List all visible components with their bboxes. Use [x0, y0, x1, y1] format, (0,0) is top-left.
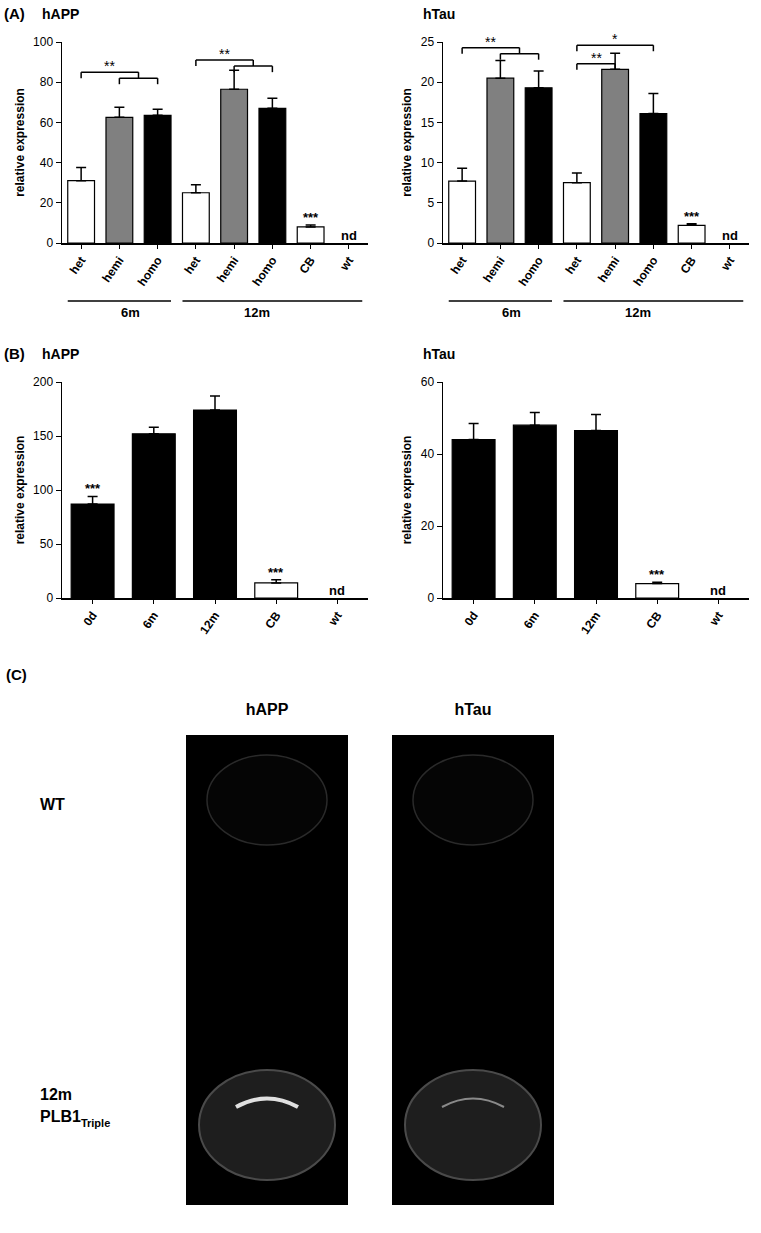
- svg-text:hAPP: hAPP: [42, 6, 79, 22]
- svg-text:100: 100: [33, 483, 53, 497]
- svg-text:20: 20: [421, 519, 435, 533]
- svg-text:0d: 0d: [80, 609, 100, 629]
- svg-text:12m: 12m: [40, 1086, 72, 1103]
- svg-text:(A): (A): [4, 5, 25, 22]
- svg-text:homo: homo: [250, 254, 280, 289]
- svg-text:***: ***: [303, 210, 319, 225]
- svg-text:wt: wt: [325, 609, 345, 629]
- svg-text:0: 0: [46, 236, 53, 250]
- svg-text:0: 0: [427, 591, 434, 605]
- svg-text:40: 40: [421, 447, 435, 461]
- svg-text:CB: CB: [262, 609, 284, 632]
- svg-text:0: 0: [46, 591, 53, 605]
- svg-text:*: *: [612, 31, 618, 47]
- svg-text:hTau: hTau: [423, 6, 455, 22]
- svg-text:hemi: hemi: [99, 254, 127, 285]
- svg-text:60: 60: [40, 116, 54, 130]
- svg-text:40: 40: [40, 156, 54, 170]
- svg-text:het: het: [562, 254, 584, 277]
- svg-text:0: 0: [427, 236, 434, 250]
- svg-text:***: ***: [649, 567, 665, 582]
- svg-text:15: 15: [421, 116, 435, 130]
- svg-text:6m: 6m: [502, 305, 521, 320]
- svg-text:12m: 12m: [197, 609, 222, 637]
- svg-text:100: 100: [33, 35, 53, 49]
- svg-text:***: ***: [85, 481, 101, 496]
- svg-text:**: **: [219, 46, 230, 62]
- svg-text:hTau: hTau: [423, 346, 455, 362]
- svg-text:hAPP: hAPP: [42, 346, 79, 362]
- svg-text:homo: homo: [135, 254, 165, 289]
- svg-text:(B): (B): [4, 345, 25, 362]
- svg-text:6m: 6m: [521, 609, 542, 631]
- svg-text:homo: homo: [631, 254, 661, 289]
- svg-text:200: 200: [33, 375, 53, 389]
- svg-text:CB: CB: [678, 254, 700, 277]
- svg-text:6m: 6m: [140, 609, 161, 631]
- svg-text:relative expression: relative expression: [13, 436, 27, 545]
- svg-text:**: **: [104, 58, 115, 74]
- svg-text:wt: wt: [706, 609, 726, 629]
- svg-text:12m: 12m: [244, 305, 270, 320]
- svg-text:CB: CB: [297, 254, 319, 277]
- svg-text:20: 20: [40, 196, 54, 210]
- svg-text:***: ***: [684, 209, 700, 224]
- svg-text:**: **: [485, 34, 496, 50]
- svg-text:hemi: hemi: [595, 254, 623, 285]
- svg-text:**: **: [591, 50, 602, 66]
- svg-text:***: ***: [268, 565, 284, 580]
- svg-text:10: 10: [421, 156, 435, 170]
- svg-text:nd: nd: [341, 228, 357, 243]
- svg-text:het: het: [181, 254, 203, 277]
- svg-text:hTau: hTau: [454, 701, 491, 718]
- svg-text:50: 50: [40, 537, 54, 551]
- svg-text:relative expression: relative expression: [400, 88, 414, 197]
- svg-text:hemi: hemi: [214, 254, 242, 285]
- svg-text:relative expression: relative expression: [400, 436, 414, 545]
- svg-text:60: 60: [421, 375, 435, 389]
- svg-text:(C): (C): [6, 666, 27, 683]
- svg-text:6m: 6m: [121, 305, 140, 320]
- svg-text:nd: nd: [329, 583, 345, 598]
- svg-text:nd: nd: [710, 583, 726, 598]
- svg-text:nd: nd: [722, 228, 738, 243]
- svg-text:CB: CB: [643, 609, 665, 632]
- svg-text:het: het: [67, 254, 89, 277]
- svg-text:hemi: hemi: [480, 254, 508, 285]
- svg-text:het: het: [448, 254, 470, 277]
- svg-text:20: 20: [421, 75, 435, 89]
- svg-text:relative expression: relative expression: [13, 88, 27, 197]
- svg-text:150: 150: [33, 429, 53, 443]
- svg-text:homo: homo: [516, 254, 546, 289]
- svg-text:80: 80: [40, 75, 54, 89]
- svg-text:WT: WT: [40, 796, 65, 813]
- svg-text:12m: 12m: [625, 305, 651, 320]
- svg-text:PLB1Triple: PLB1Triple: [40, 1108, 110, 1129]
- svg-text:5: 5: [427, 196, 434, 210]
- svg-text:wt: wt: [337, 254, 357, 274]
- svg-text:12m: 12m: [578, 609, 603, 637]
- svg-text:0d: 0d: [461, 609, 481, 629]
- svg-text:wt: wt: [718, 254, 738, 274]
- svg-text:hAPP: hAPP: [246, 701, 289, 718]
- svg-text:25: 25: [421, 35, 435, 49]
